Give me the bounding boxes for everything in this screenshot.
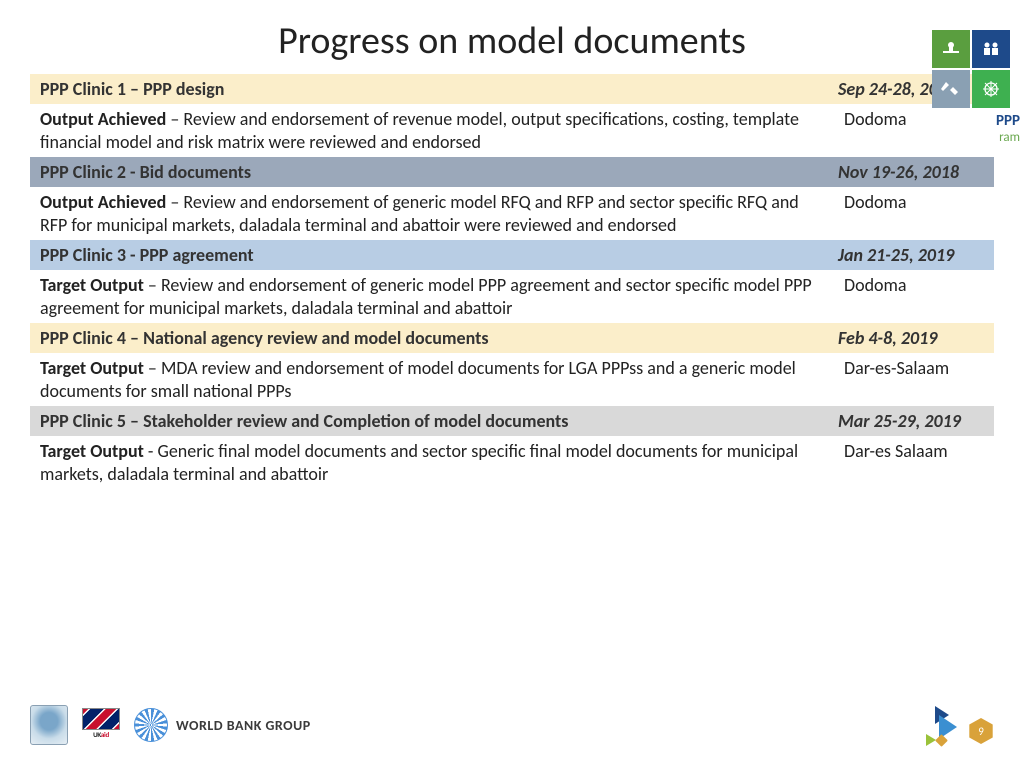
footer-logos: UKaid WORLD BANK GROUP	[30, 705, 311, 745]
clinic-date: Jan 21-25, 2019	[830, 240, 994, 270]
clinic-date: Mar 25-29, 2019	[830, 406, 994, 436]
tanzania-emblem-icon	[30, 705, 68, 745]
logo-line-1: PPP	[996, 112, 1020, 130]
clinic-title: PPP Clinic 5 – Stakeholder review and Co…	[30, 406, 830, 436]
clinic-detail-row: Output Achieved – Review and endorsement…	[30, 187, 994, 240]
clinic-detail-text: Target Output - Generic final model docu…	[30, 436, 830, 489]
clinic-detail-row: Target Output - Generic final model docu…	[30, 436, 994, 489]
clinic-detail-row: Output Achieved – Review and endorsement…	[30, 104, 994, 157]
page-number-badge: 9	[968, 718, 994, 744]
clinic-detail-row: Target Output – Review and endorsement o…	[30, 270, 994, 323]
logo-tile-icon	[972, 70, 1010, 108]
program-logo-grid	[932, 30, 1010, 108]
clinic-detail-text: Output Achieved – Review and endorsement…	[30, 104, 830, 157]
page-title: Progress on model documents	[0, 0, 1024, 74]
clinic-location: Dar-es Salaam	[830, 436, 994, 489]
program-logo-text: PPP ram	[996, 112, 1020, 145]
clinic-header-row: PPP Clinic 2 - Bid documentsNov 19-26, 2…	[30, 157, 994, 187]
ukaid-logo: UKaid	[82, 708, 120, 742]
clinic-detail-text: Target Output – Review and endorsement o…	[30, 270, 830, 323]
logo-tile-icon	[932, 70, 970, 108]
worldbank-globe-icon	[134, 708, 168, 742]
clinic-title: PPP Clinic 3 - PPP agreement	[30, 240, 830, 270]
clinic-location: Dar-es-Salaam	[830, 353, 994, 406]
clinic-detail-text: Target Output – MDA review and endorseme…	[30, 353, 830, 406]
clinic-detail-row: Target Output – MDA review and endorseme…	[30, 353, 994, 406]
clinic-title: PPP Clinic 1 – PPP design	[30, 74, 830, 104]
clinic-title: PPP Clinic 2 - Bid documents	[30, 157, 830, 187]
program-logo: PPP ram	[914, 30, 1024, 140]
clinic-header-row: PPP Clinic 4 – National agency review an…	[30, 323, 994, 353]
clinic-location: Dodoma	[830, 187, 994, 240]
worldbank-text: WORLD BANK GROUP	[176, 717, 311, 734]
decorative-shapes-icon	[924, 706, 960, 748]
uk-flag-icon	[82, 708, 120, 730]
clinic-header-row: PPP Clinic 5 – Stakeholder review and Co…	[30, 406, 994, 436]
clinic-detail-text: Output Achieved – Review and endorsement…	[30, 187, 830, 240]
worldbank-logo: WORLD BANK GROUP	[134, 708, 311, 742]
clinic-location: Dodoma	[830, 270, 994, 323]
clinic-date: Feb 4-8, 2019	[830, 323, 994, 353]
progress-table: PPP Clinic 1 – PPP designSep 24-28, 2018…	[30, 74, 994, 489]
logo-tile-icon	[972, 30, 1010, 68]
clinic-header-row: PPP Clinic 3 - PPP agreementJan 21-25, 2…	[30, 240, 994, 270]
clinic-header-row: PPP Clinic 1 – PPP designSep 24-28, 2018	[30, 74, 994, 104]
footer: UKaid WORLD BANK GROUP 9	[30, 700, 994, 750]
clinic-title: PPP Clinic 4 – National agency review an…	[30, 323, 830, 353]
logo-line-2: ram	[996, 130, 1020, 145]
logo-tile-icon	[932, 30, 970, 68]
clinic-date: Nov 19-26, 2018	[830, 157, 994, 187]
ukaid-label: UKaid	[82, 730, 120, 739]
